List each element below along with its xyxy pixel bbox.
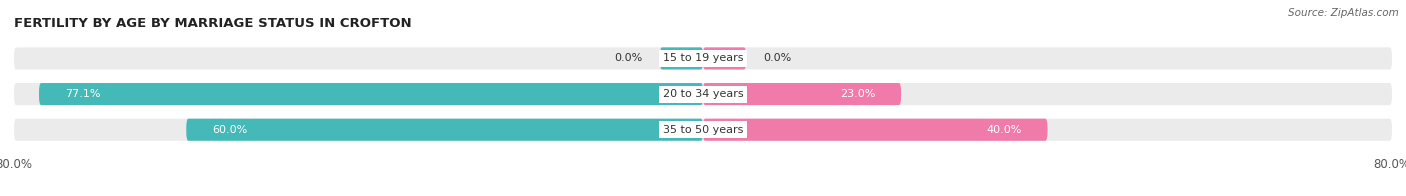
- Text: Source: ZipAtlas.com: Source: ZipAtlas.com: [1288, 8, 1399, 18]
- FancyBboxPatch shape: [39, 83, 703, 105]
- FancyBboxPatch shape: [659, 47, 703, 70]
- Text: 35 to 50 years: 35 to 50 years: [662, 125, 744, 135]
- Text: 0.0%: 0.0%: [614, 54, 643, 64]
- FancyBboxPatch shape: [186, 119, 703, 141]
- Text: 77.1%: 77.1%: [65, 89, 100, 99]
- FancyBboxPatch shape: [14, 47, 1392, 70]
- Text: 40.0%: 40.0%: [986, 125, 1022, 135]
- FancyBboxPatch shape: [703, 47, 747, 70]
- Text: 60.0%: 60.0%: [212, 125, 247, 135]
- Text: 15 to 19 years: 15 to 19 years: [662, 54, 744, 64]
- FancyBboxPatch shape: [14, 119, 1392, 141]
- Text: 23.0%: 23.0%: [839, 89, 875, 99]
- Text: 20 to 34 years: 20 to 34 years: [662, 89, 744, 99]
- Text: FERTILITY BY AGE BY MARRIAGE STATUS IN CROFTON: FERTILITY BY AGE BY MARRIAGE STATUS IN C…: [14, 17, 412, 30]
- FancyBboxPatch shape: [703, 83, 901, 105]
- FancyBboxPatch shape: [703, 119, 1047, 141]
- FancyBboxPatch shape: [14, 83, 1392, 105]
- Text: 0.0%: 0.0%: [763, 54, 792, 64]
